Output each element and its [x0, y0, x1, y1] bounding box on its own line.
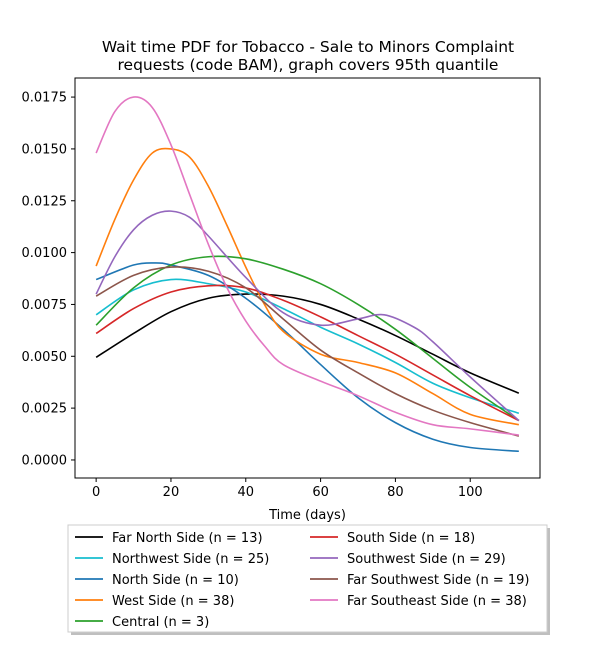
legend-label: Far North Side (n = 13)	[112, 531, 263, 546]
x-tick-label: 80	[387, 485, 404, 500]
series-line-7	[95, 210, 520, 422]
y-tick-label: 0.0100	[22, 246, 68, 261]
y-tick-label: 0.0050	[22, 350, 68, 365]
y-tick-label: 0.0150	[22, 142, 68, 157]
legend-label: West Side (n = 38)	[112, 594, 234, 609]
legend-box	[67, 524, 548, 633]
legend-label: Northwest Side (n = 25)	[112, 552, 269, 567]
chart-title: Wait time PDF for Tobacco - Sale to Mino…	[102, 38, 514, 74]
series-layer	[95, 96, 520, 453]
y-tick-label: 0.0175	[22, 91, 68, 106]
y-tick-label: 0.0075	[22, 298, 68, 313]
x-axis-label: Time (days)	[268, 508, 346, 523]
legend-label: South Side (n = 18)	[347, 531, 475, 546]
y-axis: 0.0000 0.0025 0.0050 0.0075 0.0100 0.0125 0.01…	[22, 91, 75, 468]
plot-frame	[74, 77, 541, 479]
chart-title-line-2: requests (code BAM), graph covers 95th q…	[118, 56, 499, 74]
x-tick-label: 100	[458, 485, 483, 500]
series-line-1	[95, 293, 520, 394]
series-line-3	[95, 262, 519, 453]
legend-label: North Side (n = 10)	[112, 573, 239, 588]
legend-label: Southwest Side (n = 29)	[347, 552, 506, 567]
legend-label: Far Southwest Side (n = 19)	[347, 573, 529, 588]
series-line-8	[95, 266, 520, 437]
x-axis: 0 20 40 60 80 100	[92, 478, 483, 500]
legend-label: Far Southeast Side (n = 38)	[347, 594, 527, 609]
series-line-9	[95, 96, 519, 436]
chart-title-line-1: Wait time PDF for Tobacco - Sale to Mino…	[102, 38, 514, 56]
legend: Far North Side (n = 13) Northwest Side (n…	[67, 524, 550, 635]
series-line-5	[95, 255, 520, 422]
y-tick-label: 0.0125	[22, 194, 68, 209]
series-line-6	[95, 284, 520, 422]
series-line-4	[95, 147, 520, 426]
x-tick-label: 40	[238, 485, 255, 500]
x-tick-label: 20	[163, 485, 180, 500]
y-tick-label: 0.0000	[22, 453, 68, 468]
legend-label: Central (n = 3)	[112, 615, 209, 630]
x-tick-label: 60	[312, 485, 329, 500]
plot-area: 0 20 40 60 80 100 0.00000.00250.00500.00750.0…	[22, 77, 541, 523]
x-tick-label: 0	[92, 485, 100, 500]
y-tick-label: 0.0025	[22, 402, 68, 417]
series-line-2	[95, 278, 520, 415]
